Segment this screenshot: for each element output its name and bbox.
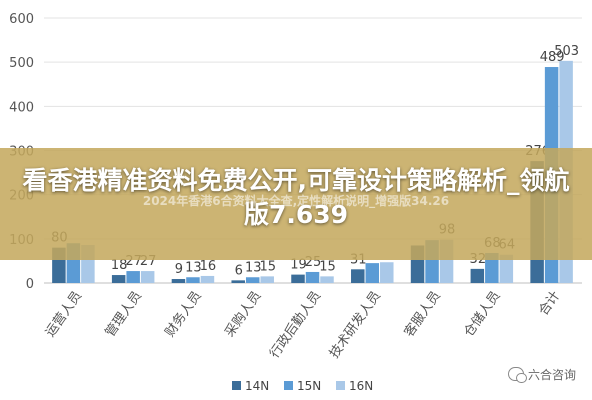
y-tick-label: 500	[9, 56, 34, 71]
watermark: 六合咨询	[507, 364, 576, 384]
x-tick-label: 运营人员	[43, 289, 85, 340]
x-tick-label: 财务人员	[162, 288, 205, 340]
legend-label: 15N	[297, 379, 321, 393]
bar-16N	[140, 271, 155, 283]
wechat-icon	[507, 367, 527, 383]
data-label: 489	[540, 50, 565, 65]
legend-swatch-14N	[232, 381, 241, 390]
bar-15N	[186, 277, 200, 283]
y-tick-label: 400	[9, 100, 34, 115]
bar-14N	[231, 280, 245, 283]
bar-14N	[351, 269, 365, 283]
bar-14N	[291, 274, 305, 283]
x-tick-label: 客服人员	[401, 288, 444, 340]
data-label: 16	[200, 259, 217, 274]
bar-15N	[245, 277, 260, 283]
legend-label: 14N	[245, 379, 269, 393]
data-label: 503	[554, 44, 579, 59]
bar-16N	[260, 276, 274, 283]
legend-swatch-16N	[336, 381, 345, 390]
x-tick-label: 行政后勤人员	[267, 289, 324, 362]
x-tick-label: 技术研发人员	[326, 288, 384, 361]
bar-15N	[305, 271, 320, 283]
banner-title[interactable]: 看香港精准资料免费公开,可靠设计策略解析_领航版7.639	[22, 166, 570, 229]
data-label: 9	[175, 262, 183, 277]
bar-14N	[171, 279, 186, 283]
y-tick-label: 0	[26, 277, 34, 292]
data-label: 6	[235, 263, 243, 278]
bar-15N	[126, 271, 140, 283]
bar-15N	[365, 263, 380, 283]
bar-14N	[111, 275, 126, 283]
watermark-text: 六合咨询	[527, 367, 576, 382]
data-label: 18	[111, 258, 128, 273]
bar-15N	[485, 252, 499, 283]
bar-16N	[380, 262, 394, 283]
banner-subtitle: 2024年香港6合资料大全查,定性解析说明_增强版34.26	[142, 194, 450, 208]
data-label: 13	[245, 260, 262, 275]
x-tick-label: 仓储人员	[461, 289, 503, 340]
x-tick-label: 采购人员	[222, 288, 265, 340]
bar-16N	[200, 275, 215, 283]
bar-16N	[320, 276, 334, 283]
overlay-banner[interactable]: 2024年香港6合资料大全查,定性解析说明_增强版34.26 看香港精准资料免费…	[0, 148, 592, 260]
x-tick-label: 管理人员	[103, 289, 145, 340]
data-label: 19	[290, 258, 307, 273]
legend-label: 16N	[349, 379, 373, 393]
legend-swatch-15N	[284, 381, 293, 390]
data-label: 13	[185, 260, 202, 275]
y-tick-label: 600	[9, 12, 34, 27]
data-label: 15	[259, 259, 276, 274]
data-label: 15	[319, 259, 336, 274]
bar-16N	[499, 254, 514, 283]
x-tick-label: 合计	[536, 289, 563, 319]
bar-14N	[470, 268, 485, 283]
